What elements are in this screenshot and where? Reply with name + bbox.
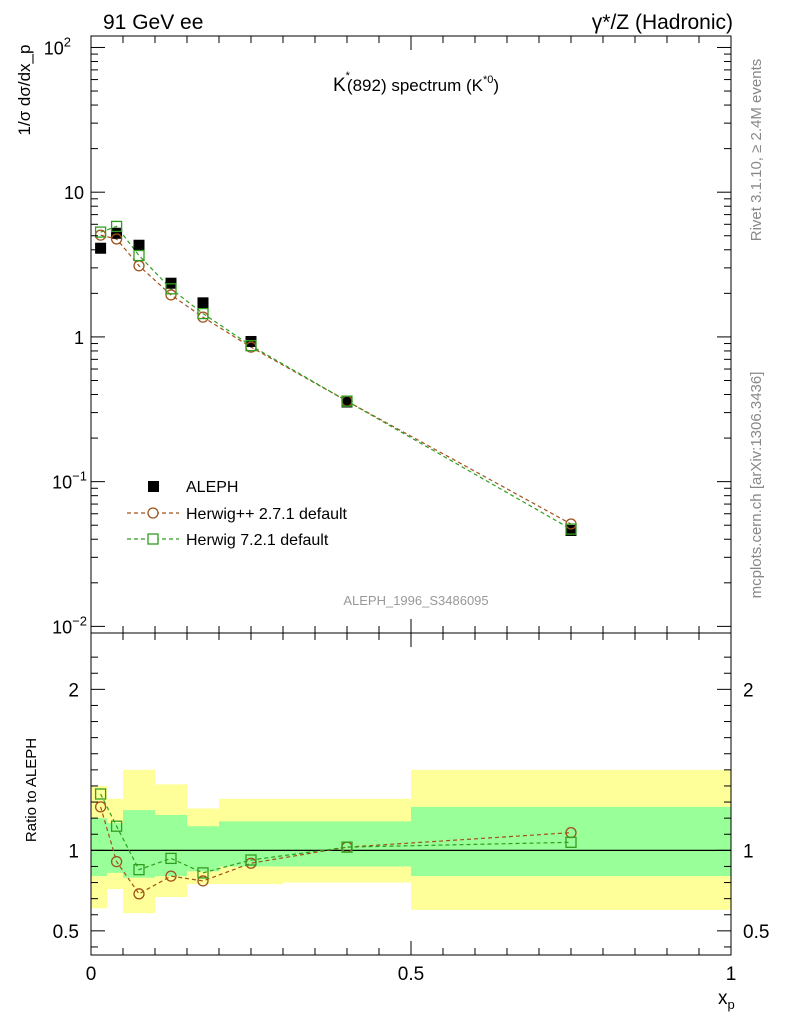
main-y-axis-label: 1/σ dσ/dx_p [15,45,34,136]
main-y-tick-label: 10−2 [52,613,87,637]
chart-title: K*(892) spectrum (K*0) [333,70,499,96]
uncertainty-band-green [91,818,107,877]
uncertainty-band-green [123,810,155,878]
ratio-point-herwig7 [165,852,177,865]
data-point-aleph [245,335,257,347]
ratio-y-tick-label-right: 0.5 [743,922,769,943]
main-y-tick-label: 10 [64,183,84,203]
ratio-point-herwig7 [94,788,107,800]
ratio-y-axis-label: Ratio to ALEPH [23,738,40,842]
legend-label-herwig7: Herwig 7.2.1 default [186,532,329,549]
uncertainty-band-green [411,806,731,877]
data-point-aleph [133,239,145,251]
ratio-point-herwig7 [341,841,353,853]
x-axis-label: xp [718,988,735,1012]
data-point-herwig7 [341,395,353,407]
legend: ALEPH Herwig++ 2.7.1 default Herwig 7.2.… [127,479,348,549]
data-point-herwigpp [165,289,177,301]
ratio-point-herwigpp [110,855,123,868]
legend-marker-herwigpp [147,507,159,519]
ratio-y-tick-label: 0.5 [53,922,79,943]
ratio-y-tick-label: 2 [68,680,79,701]
legend-marker-aleph [148,481,159,492]
ratio-y-tick-label-right: 1 [743,841,754,862]
ratio-x-tick-label: 0 [86,964,97,985]
main-panel: 10−2 10−1 1 10 102 1/σ dσ/dx_p K*(892) spect… [15,34,732,637]
legend-label-herwigpp: Herwig++ 2.7.1 default [186,506,348,523]
data-point-herwig7 [165,283,177,295]
data-point-herwig7 [197,307,209,320]
ratio-point-herwig7 [133,864,145,876]
uncertainty-band-green [283,821,411,867]
data-point-herwig7 [565,523,577,535]
uncertainty-band-green [219,821,283,867]
ratio-point-herwigpp [165,870,177,882]
series-line-2 [100,225,572,530]
data-point-aleph [341,396,353,408]
uncertainty-band-green [187,826,219,872]
rivet-version-label: Rivet 3.1.10, ≥ 2.4M events [748,59,765,242]
legend-label-aleph: ALEPH [186,479,238,496]
data-point-herwigpp [110,233,123,245]
mcplots-label: mcplots.cern.ch [arXiv:1306.3436] [748,372,765,599]
ratio-point-herwigpp [94,801,107,813]
main-y-tick-label: 10−1 [52,469,87,493]
ratio-panel: 0 0.5 1 0.5 0.5 1 1 2 2 Ratio to ALEPH xp [23,632,769,1012]
data-point-herwig7 [245,340,257,352]
ratio-point-herwigpp [197,875,209,887]
ratio-series-line-0 [100,806,572,895]
data-point-aleph [197,297,209,309]
ratio-y-tick-label-right: 2 [743,680,754,701]
ratio-point-herwigpp [133,888,145,900]
analysis-watermark: ALEPH_1996_S3486095 [343,593,488,608]
data-point-aleph [565,524,577,536]
ratio-y-tick-label: 1 [68,841,79,862]
header-right-label: γ*/Z (Hadronic) [592,11,733,34]
data-point-herwig7 [110,220,123,233]
ratio-x-tick-label: 1 [726,964,737,985]
ratio-x-tick-label: 0.5 [398,964,424,985]
uncertainty-band-green [155,814,187,877]
data-point-herwig7 [94,226,107,238]
data-point-herwig7 [133,249,145,262]
ratio-series-line-1 [100,793,572,874]
ratio-point-herwig7 [110,820,123,832]
main-y-tick-label: 1 [74,328,84,348]
data-point-aleph [111,227,123,239]
ratio-point-herwig7 [197,867,209,879]
ratio-point-herwig7 [245,854,257,866]
uncertainty-band-green [107,822,123,873]
main-y-tick-label: 102 [44,34,71,58]
legend-marker-herwig7 [147,533,159,545]
header-left-label: 91 GeV ee [103,11,203,34]
data-point-aleph [95,242,107,254]
ratio-point-herwig7 [565,836,577,848]
